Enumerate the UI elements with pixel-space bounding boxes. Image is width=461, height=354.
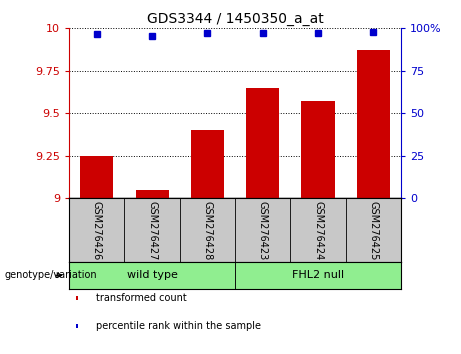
Bar [80,156,113,198]
Text: transformed count: transformed count [96,293,186,303]
Text: GSM276428: GSM276428 [202,201,213,261]
Title: GDS3344 / 1450350_a_at: GDS3344 / 1450350_a_at [147,12,324,26]
Bar [76,296,78,299]
Text: GSM276424: GSM276424 [313,201,323,261]
Bar [191,130,224,198]
Bar [235,262,401,289]
Bar [69,262,235,289]
Bar [136,190,169,198]
Text: genotype/variation: genotype/variation [5,270,97,280]
Text: GSM276426: GSM276426 [92,201,102,261]
Text: FHL2 null: FHL2 null [292,270,344,280]
Bar [301,101,335,198]
Text: GSM276423: GSM276423 [258,201,268,261]
Bar [246,88,279,198]
Text: wild type: wild type [127,270,177,280]
Bar [76,324,78,327]
Text: GSM276427: GSM276427 [147,201,157,261]
Bar [357,50,390,198]
Text: percentile rank within the sample: percentile rank within the sample [96,321,261,331]
Text: GSM276425: GSM276425 [368,201,378,261]
